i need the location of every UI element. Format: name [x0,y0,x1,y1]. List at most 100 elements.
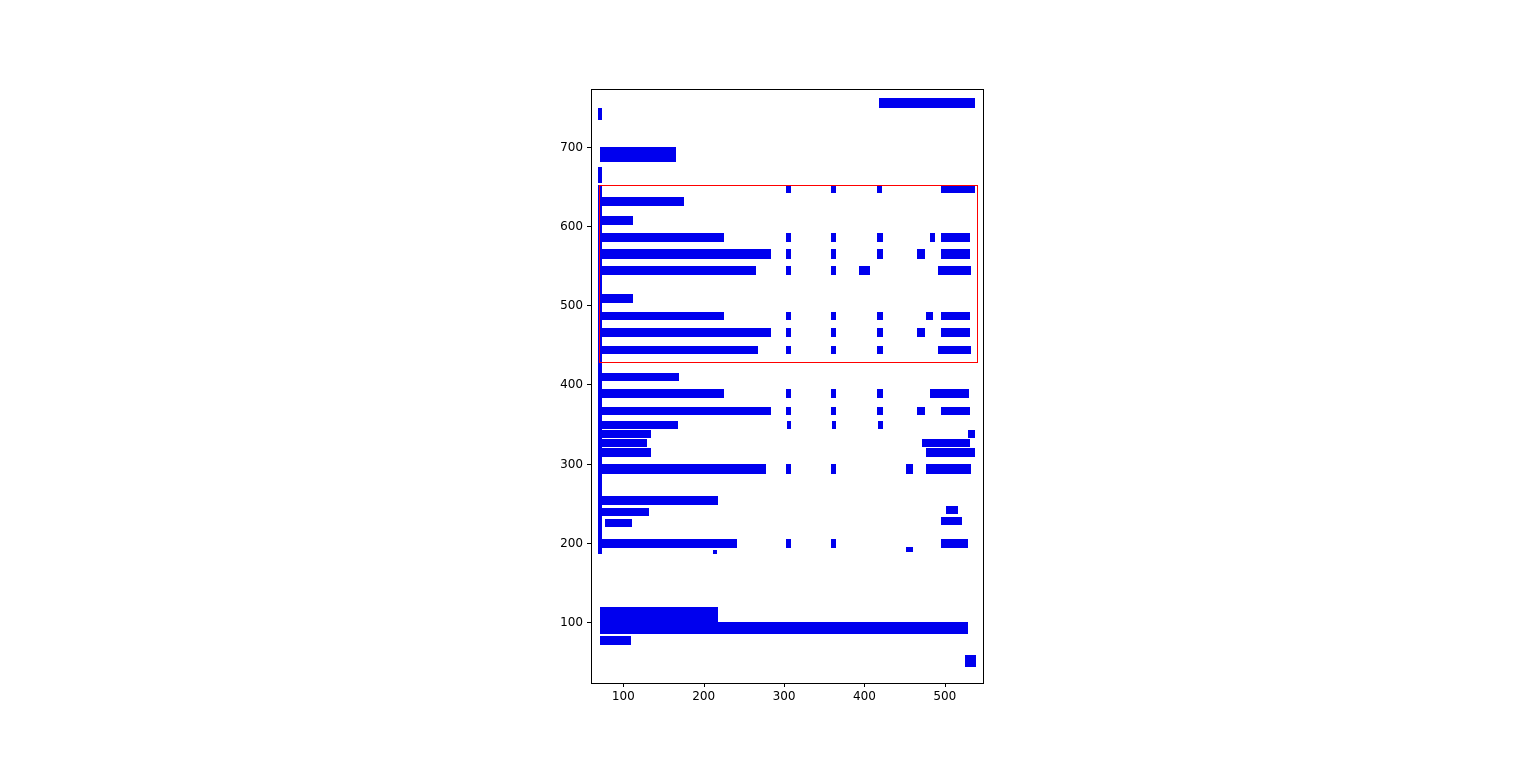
data-rect [877,389,883,398]
data-rect [877,328,883,337]
data-rect [785,538,792,549]
data-rect [830,406,837,416]
x-tick-label: 500 [933,689,957,703]
data-rect [830,328,837,337]
data-rect [937,265,971,276]
data-rect [830,311,837,321]
data-rect [877,249,883,260]
data-rect [877,406,883,416]
data-rect [600,147,677,162]
data-rect [600,438,647,447]
data-rect [922,438,971,447]
y-tick-label: 300 [560,456,583,471]
data-rect [785,406,792,416]
data-rect [940,538,969,549]
data-rect [600,606,719,622]
x-axis-tick [703,683,705,687]
x-tick-label: 200 [692,689,716,703]
data-rect [786,420,792,429]
data-rect [940,328,971,337]
data-rect [600,495,719,505]
data-rect [925,463,972,474]
y-tick-label: 700 [560,140,583,154]
data-rect [830,463,837,474]
data-rect [916,328,926,337]
data-rect [831,420,837,429]
data-rect [830,249,837,260]
data-rect [968,430,976,439]
data-rect [878,97,976,109]
data-rect [600,345,759,355]
data-rect [598,166,603,184]
data-rect [925,447,976,458]
data-rect [598,108,603,121]
y-tick-label: 400 [560,377,583,392]
data-rect [830,265,837,276]
data-rect [964,654,977,667]
y-axis-tick [587,542,591,544]
data-rect [878,420,883,429]
data-rect [600,328,772,337]
data-rect [600,538,738,549]
data-rect [600,507,649,517]
data-rect [940,185,976,193]
x-tick-label: 300 [772,689,796,703]
data-rect [906,546,913,552]
data-rect [916,406,926,416]
data-rect [929,389,969,398]
data-rect [858,265,871,276]
plot-area: 100 200 300 400 500 100 200 300 400 500 600 700 [560,89,984,703]
data-rect [785,389,792,398]
y-tick-label: 500 [560,298,583,313]
y-axis-tick [587,621,591,623]
y-tick-label: 100 [560,614,583,629]
data-rect [713,549,718,554]
data-rect [830,538,837,549]
data-rect [785,345,792,355]
data-rect [830,389,837,398]
data-rect [600,406,772,416]
x-axis-tick [623,683,625,687]
data-rect [600,294,633,303]
x-axis-tick [944,683,946,687]
data-rect [940,406,971,416]
data-rect [940,311,971,321]
data-rect [785,233,792,242]
data-rect [600,372,679,382]
y-axis-tick [587,384,591,386]
data-rect [600,430,652,439]
x-axis-tick [864,683,866,687]
data-rect [600,265,756,276]
data-rect [598,184,603,554]
data-rect [785,463,792,474]
data-rect [600,389,724,398]
data-rect [785,265,792,276]
data-rect [600,463,767,474]
y-tick-label: 600 [560,219,583,234]
data-rect [785,311,792,321]
data-rect [937,345,971,355]
data-rect [929,233,936,242]
data-rect [600,447,652,458]
annotation-box [599,184,978,363]
y-axis-tick [587,305,591,307]
data-rect [877,345,883,355]
data-rect [785,249,792,260]
data-rect [600,249,772,260]
data-rect [600,635,632,646]
data-rect [600,621,969,635]
data-rect [940,233,971,242]
data-rect [877,311,883,321]
data-rect [877,233,883,242]
data-rect [876,185,883,193]
data-rect [940,517,963,526]
data-rect [604,518,633,527]
data-rect [945,506,958,515]
y-axis-tick [587,226,591,228]
y-tick-label: 200 [560,535,583,550]
y-axis-tick [587,463,591,465]
x-tick-label: 100 [611,689,635,703]
data-rect [600,420,678,429]
data-rect [600,233,724,242]
